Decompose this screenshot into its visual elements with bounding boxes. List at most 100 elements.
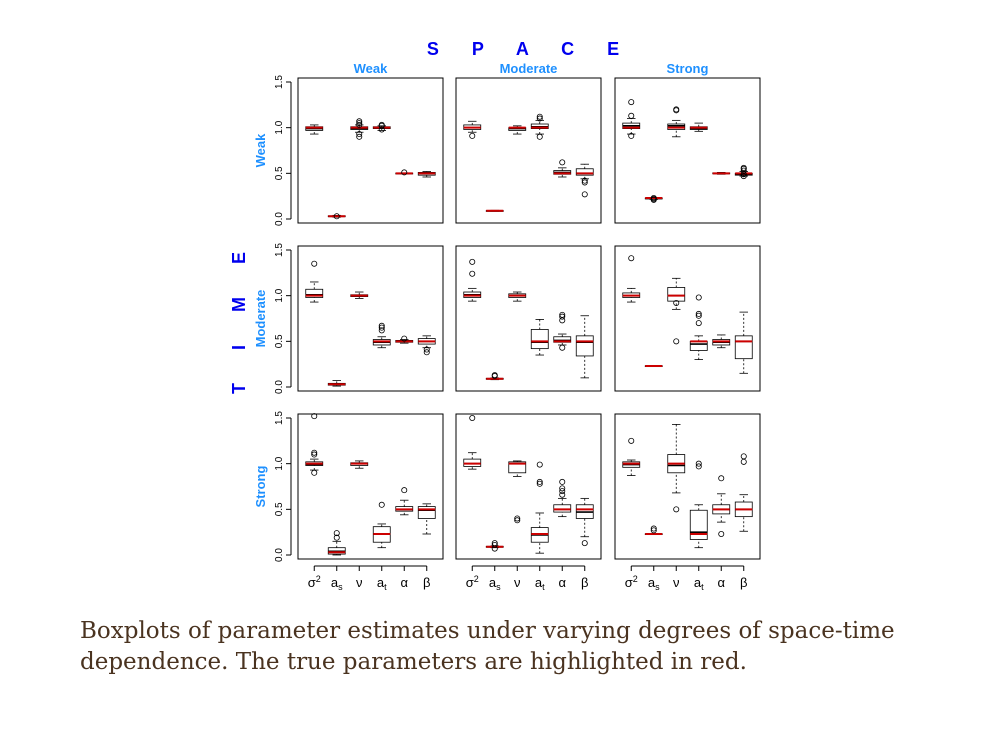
space-axis-title: S P A C E <box>427 39 633 59</box>
outlier-point <box>491 372 498 379</box>
outlier-point <box>469 414 476 421</box>
outlier-point <box>333 213 340 220</box>
y-tick-label: 0.5 <box>274 166 285 180</box>
outlier-point <box>311 469 318 476</box>
y-tick-label: 1.5 <box>274 243 285 257</box>
iqr-box <box>530 329 549 350</box>
outlier-point <box>628 437 635 444</box>
panel-r2-c0 <box>297 413 444 560</box>
outlier-point <box>673 106 680 113</box>
boxplot-figure: S P A C E T I M E Weak Moderate Strong Weak Mo… <box>229 39 761 592</box>
box-4 <box>553 311 572 351</box>
outlier-point <box>333 534 340 541</box>
outlier-point <box>356 118 363 125</box>
outlier-point <box>559 313 566 320</box>
box-5 <box>734 453 753 532</box>
box-4 <box>553 159 572 178</box>
panel-frame <box>297 77 444 224</box>
outlier-point <box>673 299 680 306</box>
outlier-point <box>333 530 340 537</box>
outlier-point <box>581 191 588 198</box>
iqr-box <box>734 335 753 360</box>
outlier-point <box>491 541 498 548</box>
box-3 <box>372 121 391 133</box>
box-3 <box>530 319 549 356</box>
x-tick-label: ν <box>514 575 521 590</box>
outlier-point <box>401 335 408 342</box>
x-tick-label: β <box>423 575 430 590</box>
iqr-box <box>667 287 686 302</box>
x-tick-label: σ2 <box>308 574 321 590</box>
box-5 <box>417 171 436 178</box>
outlier-point <box>650 527 657 534</box>
box-4 <box>395 169 414 176</box>
panel-frame <box>614 245 761 392</box>
outlier-point <box>311 260 318 267</box>
box-2 <box>350 460 369 469</box>
box-1 <box>644 525 663 536</box>
iqr-box <box>575 168 594 176</box>
outlier-point <box>650 194 657 201</box>
box-0 <box>622 437 641 476</box>
outlier-point <box>356 120 363 127</box>
outlier-point <box>401 487 408 494</box>
panel-frame <box>455 77 602 224</box>
outlier-point <box>423 349 430 356</box>
panel-r1-c0 <box>297 245 444 392</box>
panel-frame <box>614 77 761 224</box>
y-tick-label: 1.5 <box>274 75 285 89</box>
outlier-point <box>628 99 635 106</box>
box-4 <box>395 487 414 516</box>
x-tick-label: at <box>535 575 545 592</box>
box-5 <box>417 503 436 535</box>
box-5 <box>575 497 594 547</box>
outlier-point <box>673 506 680 513</box>
outlier-point <box>536 115 543 122</box>
outlier-point <box>514 517 521 524</box>
box-5 <box>734 311 753 374</box>
outlier-point <box>491 540 498 547</box>
y-tick-label: 0.0 <box>274 212 285 226</box>
box-2 <box>508 125 527 135</box>
row-label-strong: Strong <box>253 466 268 508</box>
outlier-point <box>559 488 566 495</box>
x-tick-label: α <box>400 575 408 590</box>
outlier-point <box>559 485 566 492</box>
outlier-point <box>740 458 747 465</box>
y-tick-label: 1.0 <box>274 456 285 470</box>
x-tick-label: σ2 <box>625 574 638 590</box>
box-3 <box>530 113 549 140</box>
outlier-point <box>536 480 543 487</box>
box-1 <box>327 530 346 556</box>
outlier-point <box>740 164 747 171</box>
x-tick-label: at <box>377 575 387 592</box>
x-tick-label: as <box>648 575 660 592</box>
outlier-point <box>536 133 543 140</box>
outlier-point <box>559 159 566 166</box>
outlier-point <box>356 121 363 128</box>
box-2 <box>350 118 369 140</box>
outlier-point <box>628 255 635 262</box>
column-label-strong: Strong <box>667 61 709 76</box>
outlier-point <box>378 327 385 334</box>
panel-frame <box>297 245 444 392</box>
box-5 <box>417 335 436 356</box>
box-0 <box>463 258 482 302</box>
box-1 <box>485 372 504 381</box>
column-label-moderate: Moderate <box>500 61 558 76</box>
outlier-point <box>695 310 702 317</box>
box-2 <box>508 460 527 524</box>
outlier-point <box>559 478 566 485</box>
outlier-point <box>628 112 635 119</box>
outlier-point <box>311 413 318 420</box>
box-2 <box>350 291 369 299</box>
iqr-box <box>508 461 527 474</box>
outlier-point <box>695 463 702 470</box>
y-tick-label: 1.0 <box>274 120 285 134</box>
outlier-point <box>559 344 566 351</box>
row-label-moderate: Moderate <box>253 290 268 348</box>
panel-r1-c2 <box>614 245 761 392</box>
outlier-point <box>581 179 588 186</box>
iqr-box <box>305 288 324 298</box>
box-2 <box>667 423 686 513</box>
